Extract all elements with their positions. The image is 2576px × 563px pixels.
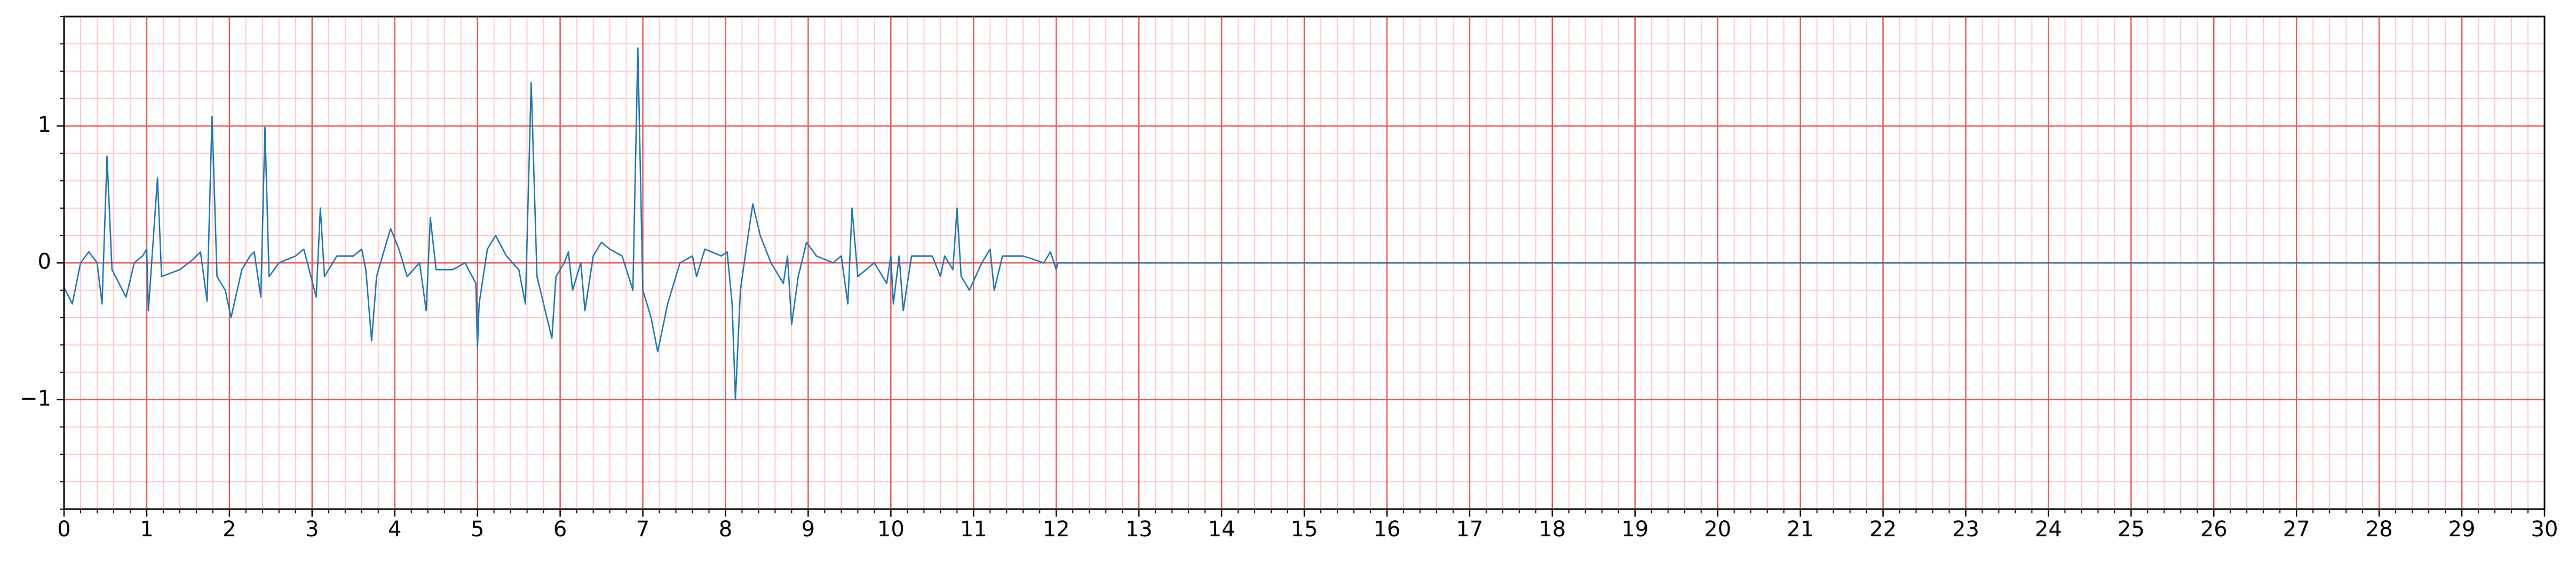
x-tick-label: 1 xyxy=(140,517,153,542)
y-tick-label: 0 xyxy=(38,250,51,274)
x-tick-label: 29 xyxy=(2448,517,2476,542)
x-tick-label: 11 xyxy=(960,517,987,542)
x-tick-label: 12 xyxy=(1043,517,1070,542)
x-tick-label: 8 xyxy=(719,517,732,542)
y-tick-label: −1 xyxy=(20,386,51,411)
x-tick-label: 19 xyxy=(1621,517,1648,542)
x-tick-label: 13 xyxy=(1125,517,1153,542)
x-tick-label: 27 xyxy=(2283,517,2310,542)
x-tick-label: 14 xyxy=(1208,517,1235,542)
x-tick-label: 16 xyxy=(1373,517,1400,542)
x-tick-label: 24 xyxy=(2035,517,2062,542)
x-tick-label: 30 xyxy=(2531,517,2558,542)
x-tick-label: 4 xyxy=(388,517,401,542)
x-tick-label: 22 xyxy=(1869,517,1897,542)
x-tick-label: 7 xyxy=(636,517,649,542)
x-tick-label: 17 xyxy=(1456,517,1483,542)
x-tick-label: 20 xyxy=(1704,517,1731,542)
x-tick-label: 6 xyxy=(553,517,567,542)
x-tick-label: 28 xyxy=(2366,517,2393,542)
x-tick-label: 3 xyxy=(305,517,319,542)
x-tick-label: 26 xyxy=(2200,517,2228,542)
x-tick-label: 15 xyxy=(1291,517,1318,542)
x-tick-label: 10 xyxy=(877,517,905,542)
x-tick-label: 0 xyxy=(57,517,70,542)
x-tick-label: 5 xyxy=(471,517,484,542)
x-tick-label: 18 xyxy=(1539,517,1566,542)
signal-line xyxy=(63,47,2545,401)
x-tick-label: 2 xyxy=(223,517,236,542)
x-tick-label: 9 xyxy=(802,517,815,542)
x-tick-label: 25 xyxy=(2118,517,2145,542)
y-tick-label: 1 xyxy=(38,113,51,137)
x-tick-label: 21 xyxy=(1787,517,1814,542)
x-tick-label: 23 xyxy=(1952,517,1979,542)
